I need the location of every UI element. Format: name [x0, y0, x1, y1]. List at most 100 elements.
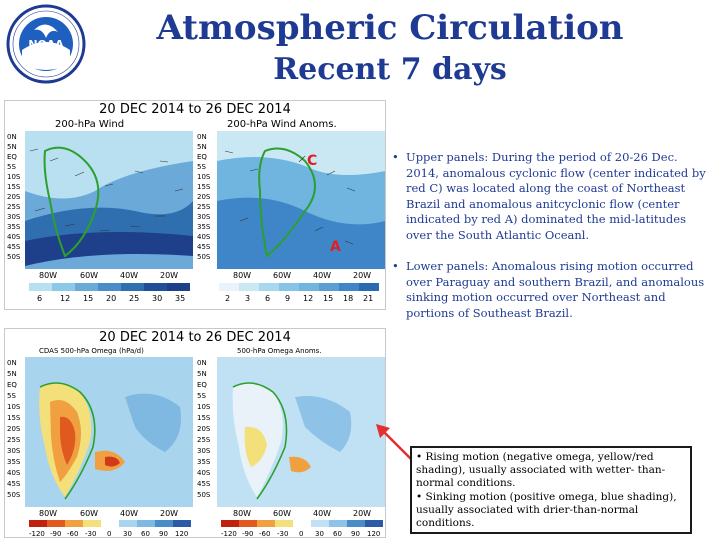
svg-text:30S: 30S [7, 447, 21, 455]
page-title: Atmospheric Circulation [156, 8, 624, 48]
bullet-lower-panels: Lower panels: Anomalous rising motion oc… [392, 259, 714, 321]
svg-text:40W: 40W [313, 509, 331, 518]
svg-text:60W: 60W [273, 271, 291, 280]
svg-text:20: 20 [106, 294, 116, 303]
svg-text:30S: 30S [197, 447, 211, 455]
svg-text:EQ: EQ [7, 153, 17, 161]
svg-text:30S: 30S [7, 213, 21, 221]
svg-text:25S: 25S [7, 436, 21, 444]
svg-text:35S: 35S [197, 458, 211, 466]
svg-text:80W: 80W [39, 509, 57, 518]
svg-text:5S: 5S [197, 392, 206, 400]
svg-text:2: 2 [225, 294, 230, 303]
svg-text:5N: 5N [197, 143, 207, 151]
svg-text:EQ: EQ [197, 153, 207, 161]
note-sinking-motion: • Sinking motion (positive omega, blue s… [416, 490, 677, 530]
svg-text:-30: -30 [277, 530, 288, 538]
svg-text:60W: 60W [80, 271, 98, 280]
svg-text:5N: 5N [7, 143, 17, 151]
svg-text:0N: 0N [7, 359, 17, 367]
svg-text:35: 35 [175, 294, 185, 303]
svg-text:30: 30 [152, 294, 162, 303]
svg-text:A: A [330, 239, 341, 255]
note-rising-motion: • Rising motion (negative omega, yellow/… [416, 451, 666, 490]
svg-text:40W: 40W [120, 509, 138, 518]
svg-text:40S: 40S [197, 469, 211, 477]
svg-text:15S: 15S [7, 414, 21, 422]
lower-omega-maps: 0N 5N EQ 5S 10S 15S 20S 25S 30S 35S 40S … [7, 357, 385, 538]
svg-text:35S: 35S [7, 458, 21, 466]
upper-left-map-title: 200-hPa Wind [55, 119, 125, 130]
svg-text:-120: -120 [221, 530, 237, 538]
svg-text:35S: 35S [7, 223, 21, 231]
svg-text:-90: -90 [242, 530, 253, 538]
svg-text:25S: 25S [197, 436, 211, 444]
upper-colorbar-left: 6 12 15 20 25 30 35 [29, 283, 190, 303]
svg-text:30S: 30S [197, 213, 211, 221]
svg-text:10S: 10S [197, 403, 211, 411]
svg-text:50S: 50S [7, 253, 21, 261]
lower-lon-labels: 80W 60W 40W 20W 80W 60W 40W 20W [39, 509, 371, 518]
svg-text:35S: 35S [197, 223, 211, 231]
svg-text:NOAA: NOAA [28, 38, 64, 51]
svg-text:20S: 20S [7, 193, 21, 201]
lower-right-map-title: 500-hPa Omega Anoms. [237, 347, 322, 355]
svg-text:50S: 50S [197, 253, 211, 261]
svg-text:-30: -30 [85, 530, 96, 538]
svg-text:20S: 20S [197, 193, 211, 201]
svg-text:15S: 15S [7, 183, 21, 191]
svg-text:60: 60 [141, 530, 150, 538]
svg-text:-90: -90 [50, 530, 61, 538]
svg-text:120: 120 [175, 530, 188, 538]
svg-text:25S: 25S [7, 203, 21, 211]
svg-text:50S: 50S [7, 491, 21, 499]
lower-left-map-title: CDAS 500-hPa Omega (hPa/d) [39, 347, 144, 355]
svg-text:60W: 60W [80, 509, 98, 518]
svg-text:0: 0 [299, 530, 303, 538]
noaa-logo: NOAA [6, 4, 86, 84]
upper-right-map-title: 200-hPa Wind Anoms. [227, 119, 337, 130]
svg-text:40S: 40S [7, 469, 21, 477]
svg-text:5S: 5S [7, 163, 16, 171]
svg-text:25: 25 [129, 294, 139, 303]
wind-anom-map-right: C A [217, 131, 385, 269]
svg-text:40S: 40S [197, 233, 211, 241]
svg-text:50S: 50S [197, 491, 211, 499]
svg-text:12: 12 [60, 294, 70, 303]
svg-text:-60: -60 [259, 530, 270, 538]
svg-text:-120: -120 [29, 530, 45, 538]
svg-text:40S: 40S [7, 233, 21, 241]
svg-text:20W: 20W [353, 509, 371, 518]
svg-text:20S: 20S [197, 425, 211, 433]
bullet-upper-panels: Upper panels: During the period of 20-26… [392, 150, 714, 243]
svg-text:5N: 5N [7, 370, 17, 378]
svg-text:C: C [307, 153, 317, 169]
upper-lon-labels: 80W 60W 40W 20W 80W 60W 40W 20W [39, 271, 371, 280]
svg-text:80W: 80W [233, 271, 251, 280]
svg-text:10S: 10S [197, 173, 211, 181]
svg-text:18: 18 [343, 294, 353, 303]
svg-text:0N: 0N [7, 133, 17, 141]
svg-text:10S: 10S [7, 173, 21, 181]
omega-anom-map-right [217, 357, 385, 507]
svg-text:90: 90 [351, 530, 360, 538]
svg-text:15S: 15S [197, 183, 211, 191]
svg-text:90: 90 [159, 530, 168, 538]
svg-text:15: 15 [83, 294, 93, 303]
svg-text:120: 120 [367, 530, 380, 538]
svg-text:20W: 20W [353, 271, 371, 280]
svg-text:40W: 40W [313, 271, 331, 280]
svg-text:30: 30 [123, 530, 132, 538]
svg-text:80W: 80W [39, 271, 57, 280]
svg-text:5S: 5S [197, 163, 206, 171]
pointer-arrow-icon [376, 424, 416, 464]
svg-text:45S: 45S [7, 480, 21, 488]
svg-text:80W: 80W [233, 509, 251, 518]
svg-text:5S: 5S [7, 392, 16, 400]
svg-text:15S: 15S [197, 414, 211, 422]
svg-text:10S: 10S [7, 403, 21, 411]
svg-text:EQ: EQ [197, 381, 207, 389]
svg-text:21: 21 [363, 294, 373, 303]
upper-wind-maps: C A 0N 5N EQ 5S 10S 15S 20S 25S 30S 35S … [7, 131, 385, 303]
svg-text:12: 12 [303, 294, 313, 303]
